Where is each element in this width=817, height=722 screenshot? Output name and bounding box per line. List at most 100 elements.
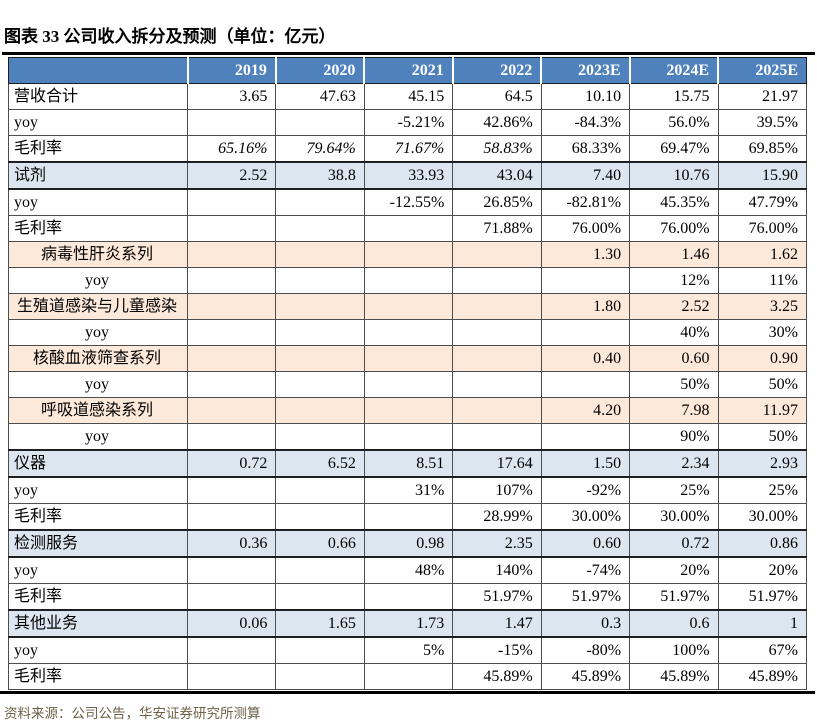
value-cell: 1.46 — [629, 241, 719, 268]
value-cell: 1.73 — [363, 609, 454, 638]
value-cell — [186, 267, 277, 294]
table-row: 毛利率 45.89% 45.89% 45.89% 45.89% — [8, 663, 808, 690]
row-label-cell: 毛利率 — [8, 503, 188, 531]
value-cell: 42.86% — [452, 109, 542, 136]
value-cell: -15% — [452, 636, 542, 664]
value-cell — [275, 109, 365, 136]
table-row: 毛利率 71.88% 76.00% 76.00% 76.00% — [8, 215, 808, 242]
value-cell — [186, 319, 277, 346]
header-row: 2019 2020 2021 2022 2023E 2024E 2025E — [8, 57, 808, 84]
value-cell: 26.85% — [452, 188, 542, 216]
value-cell: 45.35% — [629, 188, 719, 216]
table-row: 核酸血液筛查系列 0.40 0.60 0.90 — [8, 345, 808, 372]
value-cell: 45.15 — [363, 83, 454, 110]
value-cell: 0.06 — [186, 609, 277, 638]
row-label-cell: 营收合计 — [8, 83, 188, 110]
value-cell: 79.64% — [275, 135, 365, 163]
value-cell: 30.00% — [629, 503, 719, 531]
value-cell: -84.3% — [540, 109, 631, 136]
value-cell — [186, 423, 277, 451]
value-cell: 10.10 — [540, 83, 631, 110]
value-cell: 69.85% — [717, 135, 808, 163]
value-cell: 0.72 — [186, 449, 277, 478]
table-row: yoy 12% 11% — [8, 267, 808, 294]
row-label-cell: yoy — [8, 188, 188, 216]
value-cell: 20% — [629, 556, 719, 584]
value-cell — [363, 503, 454, 531]
value-cell: 68.33% — [540, 135, 631, 163]
value-cell: 56.0% — [629, 109, 719, 136]
value-cell: 71.88% — [452, 215, 542, 242]
row-label-cell: 病毒性肝炎系列 — [8, 241, 188, 268]
value-cell: 2.52 — [186, 161, 277, 190]
table-row: 呼吸道感染系列 4.20 7.98 11.97 — [8, 397, 808, 424]
value-cell: 1.47 — [452, 609, 542, 638]
value-cell: 67% — [717, 636, 808, 664]
value-cell — [275, 663, 365, 690]
value-cell: 20% — [717, 556, 808, 584]
table-header: 2019 2020 2021 2022 2023E 2024E 2025E — [8, 57, 808, 84]
value-cell — [452, 267, 542, 294]
value-cell — [275, 345, 365, 372]
value-cell: 25% — [629, 476, 719, 504]
value-cell: 1.62 — [717, 241, 808, 268]
value-cell — [363, 663, 454, 690]
value-cell — [363, 371, 454, 398]
revenue-forecast-table: 2019 2020 2021 2022 2023E 2024E 2025E 营收合计 3.65… — [8, 57, 808, 690]
row-label-cell: 毛利率 — [8, 663, 188, 690]
value-cell — [186, 636, 277, 664]
row-label-cell: yoy — [8, 319, 188, 346]
value-cell: 38.8 — [275, 161, 365, 190]
value-cell: 28.99% — [452, 503, 542, 531]
row-label-cell: 毛利率 — [8, 135, 188, 163]
value-cell — [452, 397, 542, 424]
value-cell — [363, 293, 454, 320]
value-cell — [363, 241, 454, 268]
value-cell: 47.63 — [275, 83, 365, 110]
value-cell: 0.86 — [717, 529, 808, 558]
value-cell: 64.5 — [452, 83, 542, 110]
value-cell: 140% — [452, 556, 542, 584]
value-cell: -12.55% — [363, 188, 454, 216]
value-cell: 15.90 — [717, 161, 808, 190]
value-cell: 11.97 — [717, 397, 808, 424]
value-cell: 2.93 — [717, 449, 808, 478]
value-cell — [363, 583, 454, 611]
table-row: yoy -5.21% 42.86% -84.3% 56.0% 39.5% — [8, 109, 808, 136]
value-cell: 39.5% — [717, 109, 808, 136]
value-cell: 30.00% — [540, 503, 631, 531]
value-cell: 76.00% — [629, 215, 719, 242]
value-cell — [363, 267, 454, 294]
value-cell: 10.76 — [629, 161, 719, 190]
value-cell: 47.79% — [717, 188, 808, 216]
value-cell: 51.97% — [452, 583, 542, 611]
value-cell: 50% — [717, 423, 808, 451]
value-cell — [186, 109, 277, 136]
value-cell — [275, 215, 365, 242]
value-cell: 15.75 — [629, 83, 719, 110]
value-cell — [452, 241, 542, 268]
table-row: 检测服务 0.36 0.66 0.98 2.35 0.60 0.72 0.86 — [8, 529, 808, 558]
value-cell — [452, 293, 542, 320]
row-label-cell: yoy — [8, 476, 188, 504]
row-label-cell: 试剂 — [8, 161, 188, 190]
value-cell: 45.89% — [717, 663, 808, 690]
value-cell: 51.97% — [540, 583, 631, 611]
value-cell — [452, 319, 542, 346]
value-cell: 5% — [363, 636, 454, 664]
value-cell: 45.89% — [540, 663, 631, 690]
table-row: yoy 50% 50% — [8, 371, 808, 398]
value-cell — [275, 476, 365, 504]
value-cell — [186, 476, 277, 504]
value-cell: 7.98 — [629, 397, 719, 424]
row-label-cell: 毛利率 — [8, 215, 188, 242]
value-cell: 2.34 — [629, 449, 719, 478]
table-row: yoy 90% 50% — [8, 423, 808, 451]
value-cell: 8.51 — [363, 449, 454, 478]
row-label-cell: 其他业务 — [8, 609, 188, 638]
value-cell: 2.52 — [629, 293, 719, 320]
table-row: 试剂 2.52 38.8 33.93 43.04 7.40 10.76 15.90 — [8, 161, 808, 190]
table-row: 毛利率 51.97% 51.97% 51.97% 51.97% — [8, 583, 808, 611]
table-row: yoy 48% 140% -74% 20% 20% — [8, 556, 808, 584]
value-cell — [275, 583, 365, 611]
